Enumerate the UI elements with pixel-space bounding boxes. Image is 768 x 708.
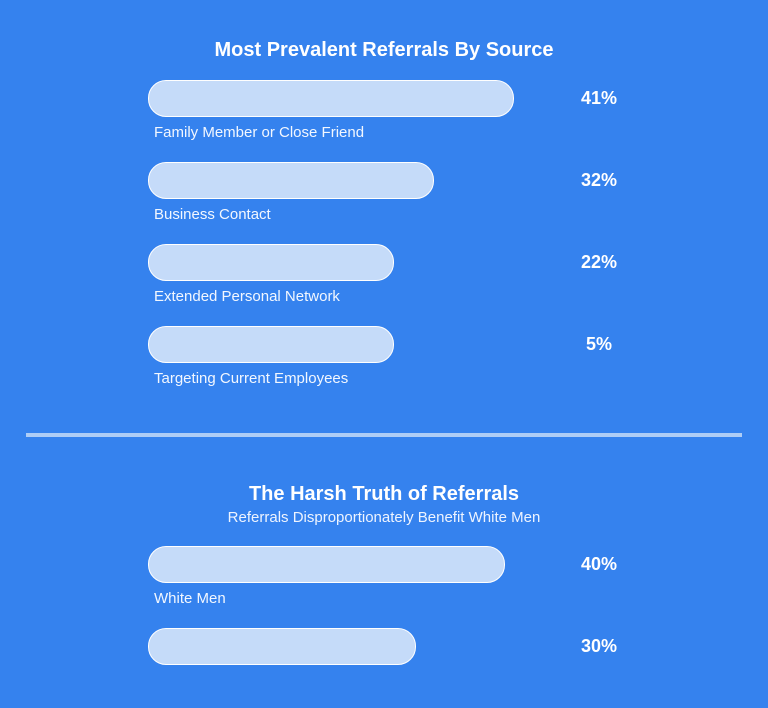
bar-track xyxy=(148,80,514,117)
bar-row: 40% White Men xyxy=(0,546,768,626)
bar xyxy=(148,546,505,583)
bar-value-label: 41% xyxy=(580,88,618,108)
bar-value-label: 22% xyxy=(580,252,618,272)
bar-row: 30% xyxy=(0,628,768,708)
bar-row: 32% Business Contact xyxy=(0,162,768,242)
section-divider xyxy=(26,433,742,437)
bar-track xyxy=(148,546,512,583)
bar-value-label: 5% xyxy=(585,334,612,354)
chart-title: Most Prevalent Referrals By Source xyxy=(214,39,554,61)
bar-track xyxy=(148,628,512,665)
bar-row: 41% Family Member or Close Friend xyxy=(0,80,768,160)
bar xyxy=(148,162,434,199)
bar-category-label: White Men xyxy=(154,590,226,607)
bar xyxy=(148,80,514,117)
bar xyxy=(148,326,394,363)
bar xyxy=(148,628,416,665)
bar-track xyxy=(148,162,512,199)
bar-track xyxy=(148,326,512,363)
bar-value-label: 32% xyxy=(580,170,618,190)
bar-category-label: Business Contact xyxy=(154,206,271,223)
bar-track xyxy=(148,244,512,281)
bar xyxy=(148,244,394,281)
chart-title: The Harsh Truth of Referrals xyxy=(248,483,520,505)
bar-row: 22% Extended Personal Network xyxy=(0,244,768,324)
bar-category-label: Targeting Current Employees xyxy=(154,370,349,387)
chart-subtitle: Referrals Disproportionately Benefit Whi… xyxy=(227,509,541,526)
bar-value-label: 30% xyxy=(580,636,618,656)
bar-category-label: Family Member or Close Friend xyxy=(154,124,365,141)
bar-row: 5% Targeting Current Employees xyxy=(0,326,768,406)
bar-category-label: Extended Personal Network xyxy=(154,288,340,305)
bar-value-label: 40% xyxy=(580,554,618,574)
